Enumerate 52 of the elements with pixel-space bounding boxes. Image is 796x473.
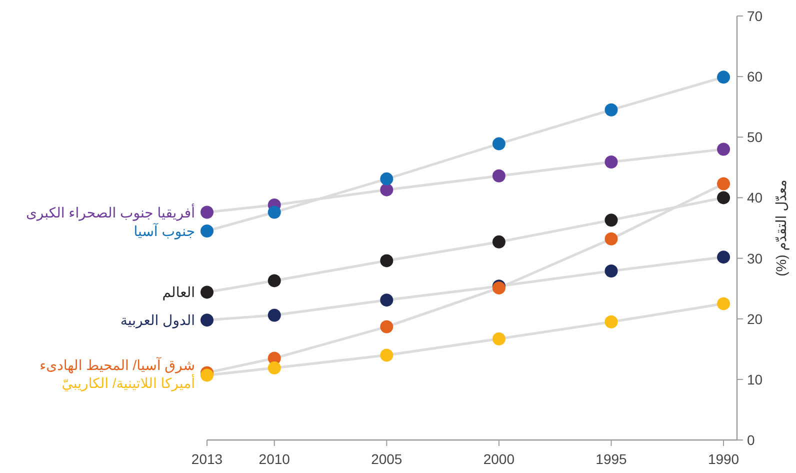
series-label: أفريقيا جنوب الصحراء الكبرى (26, 203, 196, 222)
x-tick-label: 2000 (483, 451, 515, 467)
point (200, 286, 214, 299)
y-tick-label: 20 (747, 310, 763, 327)
point (200, 206, 214, 219)
y-tick-label: 10 (747, 371, 763, 388)
point (492, 235, 506, 248)
y-tick-label: 50 (747, 129, 763, 146)
point (380, 254, 394, 268)
y-tick-label: 40 (747, 190, 763, 206)
point (380, 172, 394, 186)
point (717, 142, 730, 156)
point (380, 320, 394, 334)
series-label: العالم (162, 284, 195, 302)
point (604, 214, 618, 227)
series-label: أميركا اللاتينية/ الكاريبيّ (62, 374, 196, 392)
series-label: شرق آسيا/ المحيط الهادىء (40, 356, 195, 374)
series-label: جنوب آسيا (134, 222, 195, 240)
x-tick-label: 2010 (258, 451, 290, 467)
point (604, 264, 618, 278)
point (200, 368, 214, 382)
point (604, 155, 618, 168)
point (380, 183, 394, 196)
y-tick-label: 0 (747, 432, 755, 448)
x-tick-label: 1990 (708, 451, 740, 467)
point (200, 224, 214, 238)
point (492, 137, 506, 150)
point (268, 308, 281, 322)
point (717, 250, 730, 264)
series-label: الدول العربية (120, 312, 195, 330)
point (268, 274, 281, 288)
point (604, 315, 618, 328)
point (200, 314, 214, 327)
point (268, 361, 281, 374)
point (717, 70, 730, 84)
point (717, 191, 730, 204)
y-tick-label: 60 (747, 68, 763, 85)
point (380, 348, 394, 362)
point (604, 103, 618, 116)
x-tick-label: 2005 (371, 451, 402, 467)
y-tick-label: 30 (747, 250, 763, 266)
point (380, 294, 394, 307)
y-axis-title: معدّل التقدّم (%) (773, 180, 790, 276)
point (717, 297, 730, 310)
point (492, 169, 506, 182)
point (717, 177, 730, 190)
x-tick-label: 2013 (191, 451, 223, 467)
x-tick-label: 1995 (596, 451, 628, 467)
point (604, 232, 618, 246)
point (492, 332, 506, 346)
point (268, 206, 281, 219)
y-tick-label: 70 (747, 8, 763, 24)
